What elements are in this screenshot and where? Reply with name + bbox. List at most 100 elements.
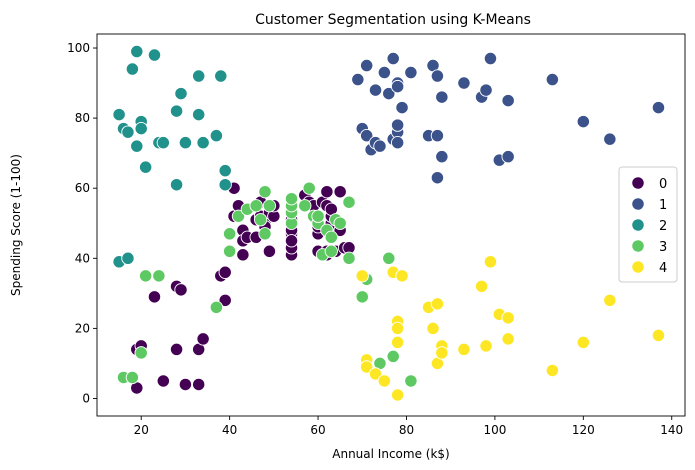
scatter-point-cluster-3 (253, 213, 268, 227)
scatter-point-cluster-0 (174, 283, 188, 297)
scatter-point-cluster-2 (218, 178, 232, 192)
scatter-point-cluster-1 (435, 90, 449, 104)
y-tick-label: 60 (75, 181, 90, 195)
y-tick-label: 40 (75, 251, 90, 265)
scatter-point-cluster-1 (576, 114, 590, 129)
scatter-point-cluster-1 (390, 135, 405, 150)
scatter-point-cluster-3 (152, 269, 166, 283)
x-tick-label: 100 (483, 423, 506, 437)
scatter-point-cluster-3 (284, 192, 299, 206)
scatter-point-cluster-2 (196, 135, 210, 150)
scatter-point-cluster-1 (390, 118, 405, 132)
scatter-point-cluster-1 (360, 58, 374, 73)
scatter-point-cluster-0 (262, 244, 277, 258)
scatter-point-cluster-3 (258, 227, 272, 241)
scatter-point-cluster-4 (545, 363, 560, 378)
legend-label-2: 2 (659, 219, 667, 234)
legend: 0 1 2 3 4 (618, 166, 678, 283)
y-axis-label: Spending Score (1-100) (9, 154, 23, 296)
scatter-point-cluster-2 (178, 135, 193, 150)
legend-marker-4 (631, 260, 645, 274)
scatter-point-cluster-3 (302, 181, 316, 195)
scatter-point-cluster-4 (483, 255, 498, 269)
scatter-point-cluster-2 (138, 160, 153, 174)
scatter-point-cluster-3 (382, 251, 396, 265)
scatter-point-cluster-2 (169, 104, 184, 118)
scatter-point-cluster-3 (249, 199, 263, 213)
scatter-point-cluster-4 (430, 297, 445, 311)
legend-label-0: 0 (659, 177, 667, 192)
scatter-point-cluster-3 (262, 199, 277, 213)
scatter-point-cluster-3 (231, 209, 246, 223)
scatter-point-cluster-3 (342, 251, 356, 265)
legend-label-3: 3 (659, 240, 667, 255)
scatter-point-cluster-2 (209, 128, 224, 143)
scatter-point-cluster-2 (192, 107, 206, 122)
legend-marker-3 (631, 239, 645, 253)
scatter-point-cluster-4 (355, 269, 369, 283)
y-tick-label: 0 (82, 391, 90, 405)
scatter-point-cluster-0 (218, 293, 232, 307)
scatter-point-cluster-4 (576, 335, 590, 350)
scatter-point-cluster-4 (474, 279, 489, 293)
plot-frame (96, 33, 686, 417)
legend-label-1: 1 (659, 198, 667, 213)
x-axis-label: Annual Income (k$) (332, 447, 449, 461)
scatter-point-cluster-4 (426, 321, 440, 336)
scatter-point-cluster-4 (501, 332, 515, 346)
scatter-point-cluster-0 (333, 185, 347, 199)
scatter-point-cluster-1 (545, 72, 560, 87)
scatter-point-cluster-1 (382, 86, 396, 101)
chart-title: Customer Segmentation using K-Means (255, 12, 531, 28)
legend-label-4: 4 (659, 261, 667, 276)
scatter-point-cluster-3 (222, 227, 237, 241)
scatter-point-cluster-1 (386, 51, 400, 66)
scatter-point-cluster-1 (430, 171, 445, 185)
scatter-point-cluster-0 (156, 374, 170, 388)
scatter-point-cluster-0 (147, 290, 162, 304)
scatter-point-cluster-1 (351, 72, 365, 87)
x-axis-ticks: 20 40 60 80 100 120 140 (134, 416, 683, 437)
legend-box (618, 166, 678, 283)
scatter-point-cluster-3 (333, 216, 347, 230)
scatter-point-cluster-0 (192, 377, 206, 392)
x-tick-label: 60 (310, 423, 325, 437)
x-tick-label: 40 (222, 423, 237, 437)
legend-marker-0 (631, 176, 645, 190)
scatter-point-cluster-3 (311, 209, 325, 223)
scatter-point-cluster-1 (501, 93, 515, 108)
legend-marker-1 (631, 197, 645, 211)
scatter-point-cluster-0 (284, 234, 299, 248)
scatter-point-cluster-4 (390, 321, 405, 336)
scatter-point-cluster-1 (377, 65, 392, 80)
scatter-point-cluster-4 (501, 311, 515, 325)
scatter-point-cluster-1 (368, 83, 383, 97)
scatter-point-cluster-0 (196, 332, 210, 346)
scatter-point-cluster-0 (169, 342, 184, 357)
scatter-point-cluster-3 (386, 349, 400, 364)
scatter-point-cluster-1 (390, 79, 405, 94)
scatter-point-cluster-1 (483, 51, 498, 66)
scatter-point-cluster-2 (121, 251, 135, 265)
scatter-point-cluster-2 (121, 125, 135, 139)
scatter-point-cluster-3 (342, 195, 356, 209)
scatter-point-cluster-2 (214, 69, 228, 83)
x-tick-label: 120 (572, 423, 595, 437)
x-tick-label: 20 (134, 423, 149, 437)
y-axis-ticks: 0 20 40 60 80 100 (67, 41, 97, 405)
scatter-point-cluster-4 (390, 335, 405, 350)
scatter-point-cluster-3 (125, 370, 140, 385)
scatter-point-cluster-1 (501, 150, 515, 164)
scatter-point-cluster-0 (320, 185, 334, 199)
y-tick-label: 80 (75, 111, 90, 125)
scatter-point-cluster-4 (603, 293, 617, 307)
scatter-point-cluster-2 (192, 69, 206, 83)
scatter-point-cluster-1 (430, 69, 445, 83)
scatter-point-cluster-2 (130, 139, 144, 153)
legend-marker-2 (631, 218, 645, 232)
scatter-point-cluster-3 (324, 244, 338, 258)
scatter-point-cluster-4 (360, 360, 374, 374)
scatter-point-cluster-3 (258, 185, 272, 199)
scatter-point-cluster-0 (178, 377, 193, 392)
scatter-point-cluster-4 (479, 339, 493, 353)
